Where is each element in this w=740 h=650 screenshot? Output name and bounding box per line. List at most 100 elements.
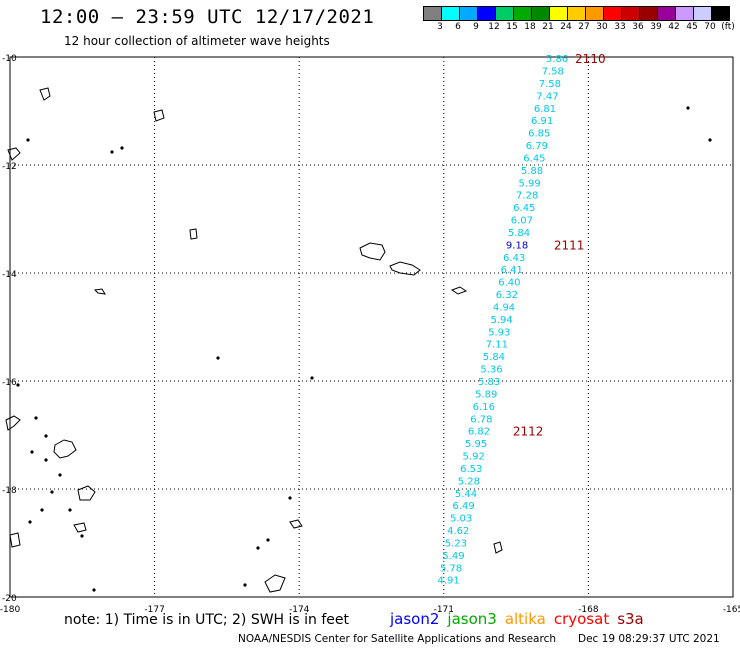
map-subtitle: 12 hour collection of altimeter wave hei… (64, 34, 330, 48)
island-dot (120, 146, 124, 150)
wave-height-label: 6.40 (498, 278, 520, 289)
colorbar-label: 42 (668, 22, 680, 32)
lat-tick-label: -12 (2, 162, 17, 172)
wave-height-label: 5.99 (518, 178, 540, 189)
satellite-altika: altika (504, 610, 546, 628)
lon-tick-label: -165 (723, 605, 740, 615)
wave-height-label: 6.41 (501, 265, 523, 276)
colorbar-label: 24 (560, 22, 572, 32)
wave-height-label: 9.18 (506, 240, 528, 251)
lon-tick-label: -168 (578, 605, 599, 615)
wave-height-label: 5.92 (463, 452, 485, 463)
wave-height-label: 6.07 (511, 216, 533, 227)
island-dot (58, 473, 62, 477)
island-dot (80, 534, 84, 538)
credit-line: NOAA/NESDIS Center for Satellite Applica… (238, 633, 720, 645)
wave-height-label: 6.45 (523, 153, 545, 164)
map-frame (9, 56, 734, 598)
wave-height-label: 5.84 (483, 352, 505, 363)
colorbar-label: 39 (650, 22, 662, 32)
wave-height-label: 6.16 (473, 402, 495, 413)
wave-height-label: 5.94 (491, 315, 513, 326)
island-outline (389, 261, 421, 276)
island-outline (77, 485, 96, 501)
wave-height-label: 6.79 (526, 141, 548, 152)
wave-height-label: 7.11 (486, 340, 508, 351)
colorbar-swatch (711, 6, 730, 21)
island-dot (44, 434, 48, 438)
island-dot (28, 520, 32, 524)
island-outline (493, 541, 503, 554)
island-dot (68, 508, 72, 512)
lat-tick-label: -20 (2, 594, 17, 604)
wave-height-label: 4.94 (493, 302, 515, 313)
colorbar-label: 12 (488, 22, 500, 32)
track-time-label: 2111 (554, 238, 585, 252)
island-dot (40, 508, 44, 512)
colorbar-label: 27 (578, 22, 590, 32)
satellite-s3a: s3a (617, 610, 644, 628)
island-outline (73, 522, 87, 533)
island-dot (50, 490, 54, 494)
island-dot (243, 583, 247, 587)
wave-height-label: 5.03 (450, 514, 472, 525)
generated-timestamp: Dec 19 08:29:37 UTC 2021 (578, 633, 720, 645)
island-outline (264, 574, 286, 593)
island-dot (16, 383, 20, 387)
lon-tick-label: -177 (144, 605, 164, 615)
colorbar-label: 30 (596, 22, 608, 32)
satellite-legend: jason2 jason3 altika cryosat s3a (390, 610, 652, 628)
wave-height-label: 7.28 (516, 191, 538, 202)
wave-height-label: 5.89 (475, 389, 497, 400)
wave-height-label: 5.28 (458, 476, 480, 487)
wave-height-label: 5.23 (445, 538, 467, 549)
colorbar-legend (423, 6, 730, 21)
island-outline (153, 109, 165, 122)
colorbar-label: 6 (455, 22, 461, 32)
wave-height-label: 4.91 (437, 576, 459, 587)
island-outline (53, 439, 77, 459)
lon-tick-label: -171 (434, 605, 454, 615)
lat-tick-label: -16 (2, 378, 17, 388)
island-outline (39, 87, 51, 101)
wave-height-label: 5.44 (455, 489, 477, 500)
wave-height-label: 7.58 (539, 79, 561, 90)
island-dot (30, 450, 34, 454)
satellite-jason3: jason3 (447, 610, 497, 628)
wave-height-label: 6.32 (496, 290, 518, 301)
satellite-jason2: jason2 (390, 610, 440, 628)
track-time-label: 2112 (513, 425, 544, 439)
island-dot (708, 138, 712, 142)
island-outline (450, 286, 468, 295)
colorbar-label: 45 (686, 22, 698, 32)
satellite-cryosat: cryosat (553, 610, 610, 628)
wave-height-label: 5.84 (508, 228, 530, 239)
footer-note: note: 1) Time is in UTC; 2) SWH is in fe… (64, 612, 350, 628)
wave-height-label: 5.86 (546, 54, 568, 65)
lat-tick-label: -10 (2, 54, 17, 64)
colorbar-label: (ft) (721, 22, 735, 32)
island-dot (92, 588, 96, 592)
wave-height-label: 6.78 (470, 414, 492, 425)
lon-tick-label: -180 (0, 605, 20, 615)
wave-height-label: 6.49 (452, 501, 474, 512)
island-dot (110, 150, 114, 154)
island-dot (44, 458, 48, 462)
island-dot (310, 376, 314, 380)
wave-height-label: 5.49 (442, 551, 464, 562)
lat-tick-label: -18 (2, 486, 17, 496)
island-dot (34, 416, 38, 420)
island-dot (288, 496, 292, 500)
wave-height-label: 6.45 (513, 203, 535, 214)
wave-height-label: 5.78 (440, 563, 462, 574)
colorbar-label: 21 (542, 22, 554, 32)
island-dot (256, 546, 260, 550)
colorbar-label: 18 (524, 22, 536, 32)
island-dot (216, 356, 220, 360)
island-dot (26, 138, 30, 142)
island-outline (5, 415, 21, 431)
wave-height-label: 7.58 (542, 67, 564, 78)
wave-height-label: 6.81 (534, 104, 556, 115)
island-dot (266, 538, 270, 542)
